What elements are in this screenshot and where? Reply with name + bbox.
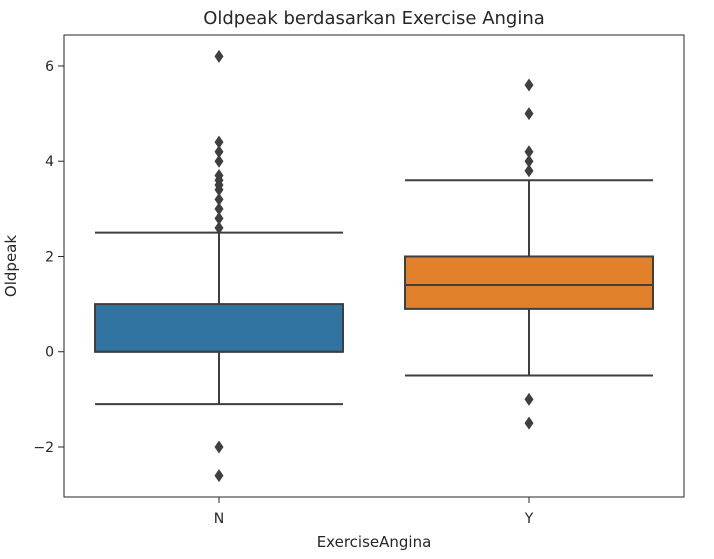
y-tick-label: 4 bbox=[45, 154, 54, 170]
outlier-point bbox=[214, 145, 224, 159]
outlier-point bbox=[524, 164, 534, 178]
box-group-n bbox=[94, 49, 344, 483]
outlier-point bbox=[214, 440, 224, 454]
outlier-point bbox=[524, 154, 534, 168]
y-tick-label: 0 bbox=[45, 345, 54, 361]
outlier-point bbox=[214, 192, 224, 206]
outlier-point bbox=[214, 221, 224, 235]
outlier-point bbox=[214, 469, 224, 483]
outlier-point bbox=[524, 145, 534, 159]
x-axis-label: ExerciseAngina bbox=[317, 533, 432, 551]
y-axis-label: Oldpeak bbox=[2, 235, 20, 297]
box-group-y bbox=[404, 78, 654, 430]
outlier-point bbox=[524, 107, 534, 121]
outlier-point bbox=[214, 202, 224, 216]
y-tick-label: −2 bbox=[33, 440, 54, 456]
y-tick-label: 6 bbox=[45, 59, 54, 75]
outlier-point bbox=[214, 49, 224, 63]
x-tick-label: Y bbox=[524, 511, 534, 527]
chart-title: Oldpeak berdasarkan Exercise Angina bbox=[203, 8, 545, 29]
plot-frame bbox=[63, 34, 685, 498]
outlier-point bbox=[524, 392, 534, 406]
outlier-point bbox=[214, 154, 224, 168]
outlier-point bbox=[524, 416, 534, 430]
y-tick-label: 2 bbox=[45, 249, 54, 265]
outlier-point bbox=[524, 78, 534, 92]
box bbox=[404, 255, 654, 310]
outlier-point bbox=[214, 135, 224, 149]
outlier-point bbox=[214, 169, 224, 183]
box bbox=[94, 303, 344, 353]
y-axis: −2 0 2 4 6 bbox=[33, 59, 64, 456]
x-tick-label: N bbox=[214, 511, 224, 527]
plot-area bbox=[94, 49, 654, 483]
outlier-point bbox=[214, 211, 224, 225]
